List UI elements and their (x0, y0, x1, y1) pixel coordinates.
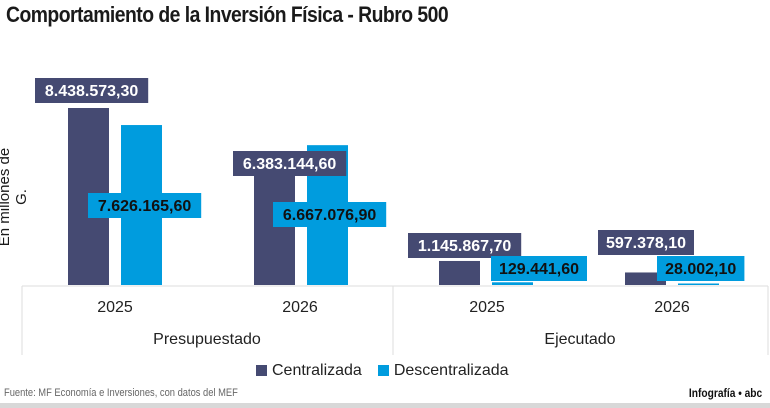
bar-chart: 8.438.573,30 6.383.144,60 1.145.867,70 597.… (21, 78, 769, 355)
x-tick-label: 2025 (97, 299, 133, 316)
source-note: Fuente: MF Economía e Inversiones, con d… (4, 387, 238, 399)
data-label: 597.378,10 (606, 235, 686, 252)
data-label: 6.667.076,90 (283, 207, 377, 224)
data-label-box (598, 230, 694, 255)
legend-label: Centralizada (272, 362, 362, 379)
group-label: Ejecutado (544, 331, 615, 348)
data-label-box (233, 151, 347, 176)
legend-item-descentralizada: Descentralizada (377, 362, 509, 380)
data-label-box (35, 78, 149, 103)
data-label: 8.438.573,30 (45, 83, 139, 100)
legend-item-centralizada: Centralizada (256, 362, 362, 380)
bar-descentralizada-2 (492, 282, 533, 285)
bar-centralizada-2 (439, 260, 480, 285)
bottom-bar (0, 403, 770, 408)
x-tick-label: 2026 (654, 299, 690, 316)
group-label: Presupuestado (153, 331, 261, 348)
legend: Centralizada Descentralizada (256, 362, 509, 380)
data-label: 6.383.144,60 (243, 156, 337, 173)
legend-swatch (377, 365, 389, 376)
bar-centralizada-3 (625, 272, 666, 285)
data-label-box (88, 193, 202, 218)
data-label-box (657, 256, 745, 281)
data-label-box (273, 202, 387, 227)
data-label: 1.145.867,70 (418, 238, 512, 255)
bar-descentralizada-3 (678, 283, 719, 285)
data-label-box (408, 233, 522, 258)
data-label-box (491, 256, 587, 281)
data-label: 28.002,10 (665, 261, 736, 278)
data-label: 7.626.165,60 (98, 198, 192, 215)
data-label: 129.441,60 (499, 261, 579, 278)
credit-logo: Infografía • abc (688, 386, 762, 400)
x-tick-label: 2025 (469, 299, 505, 316)
x-tick-label: 2026 (282, 299, 318, 316)
legend-label: Descentralizada (393, 362, 509, 379)
chart-title: Comportamiento de la Inversión Física - … (6, 2, 449, 27)
legend-swatch (256, 365, 267, 376)
